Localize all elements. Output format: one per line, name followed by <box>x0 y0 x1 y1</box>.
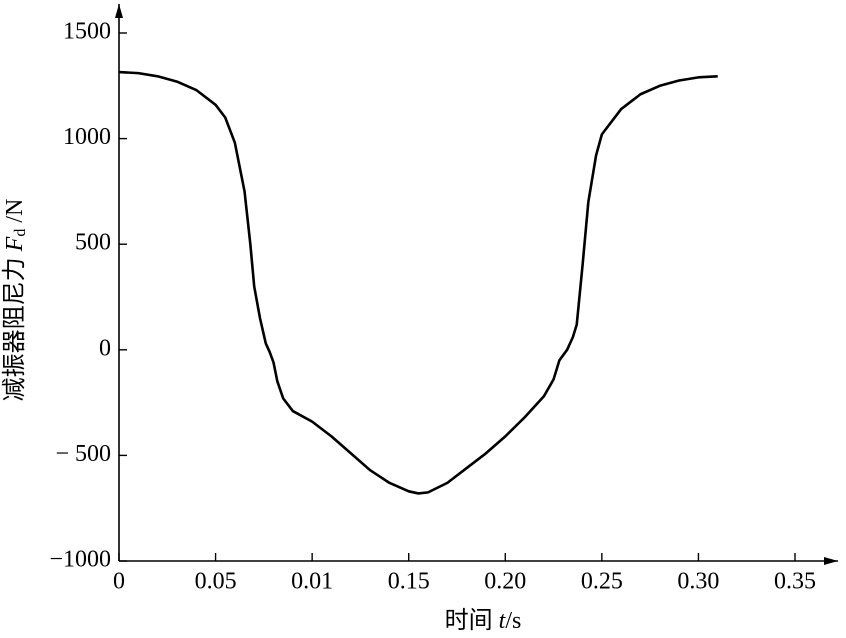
y-tick-label: 500 <box>75 230 111 256</box>
line-series <box>118 70 718 495</box>
x-label-text: 时间 <box>445 607 499 634</box>
x-tick-label: 0.30 <box>677 569 719 595</box>
y-tick-label: 1000 <box>63 124 111 150</box>
y-axis-label: 减振器阻尼力 Fd /N <box>1 199 29 402</box>
x-arrow <box>824 557 838 565</box>
x-axis-label: 时间 t/s <box>445 607 522 634</box>
y-tick-label: −1000 <box>49 547 111 573</box>
y-label-var: F <box>2 236 28 252</box>
x-tick-label: 0.01 <box>291 569 333 595</box>
x-tick-label: 0 <box>113 569 125 595</box>
y-tick-label: 0 <box>99 335 111 361</box>
x-label-unit: /s <box>505 608 521 634</box>
y-tick-label: 1500 <box>63 19 111 45</box>
y-label-unit: /N <box>2 199 28 229</box>
x-tick-label: 0.15 <box>388 569 430 595</box>
y-arrow <box>115 4 123 18</box>
y-label-sub: d <box>12 229 29 237</box>
x-tick-label: 0.20 <box>484 569 526 595</box>
x-tick-label: 0.25 <box>581 569 623 595</box>
x-tick-label: 0.35 <box>774 569 816 595</box>
y-label-text: 减振器阻尼力 <box>1 251 28 401</box>
x-tick-label: 0.05 <box>195 569 237 595</box>
y-tick-label: − 500 <box>55 441 111 467</box>
x-label-var: t <box>499 608 507 634</box>
